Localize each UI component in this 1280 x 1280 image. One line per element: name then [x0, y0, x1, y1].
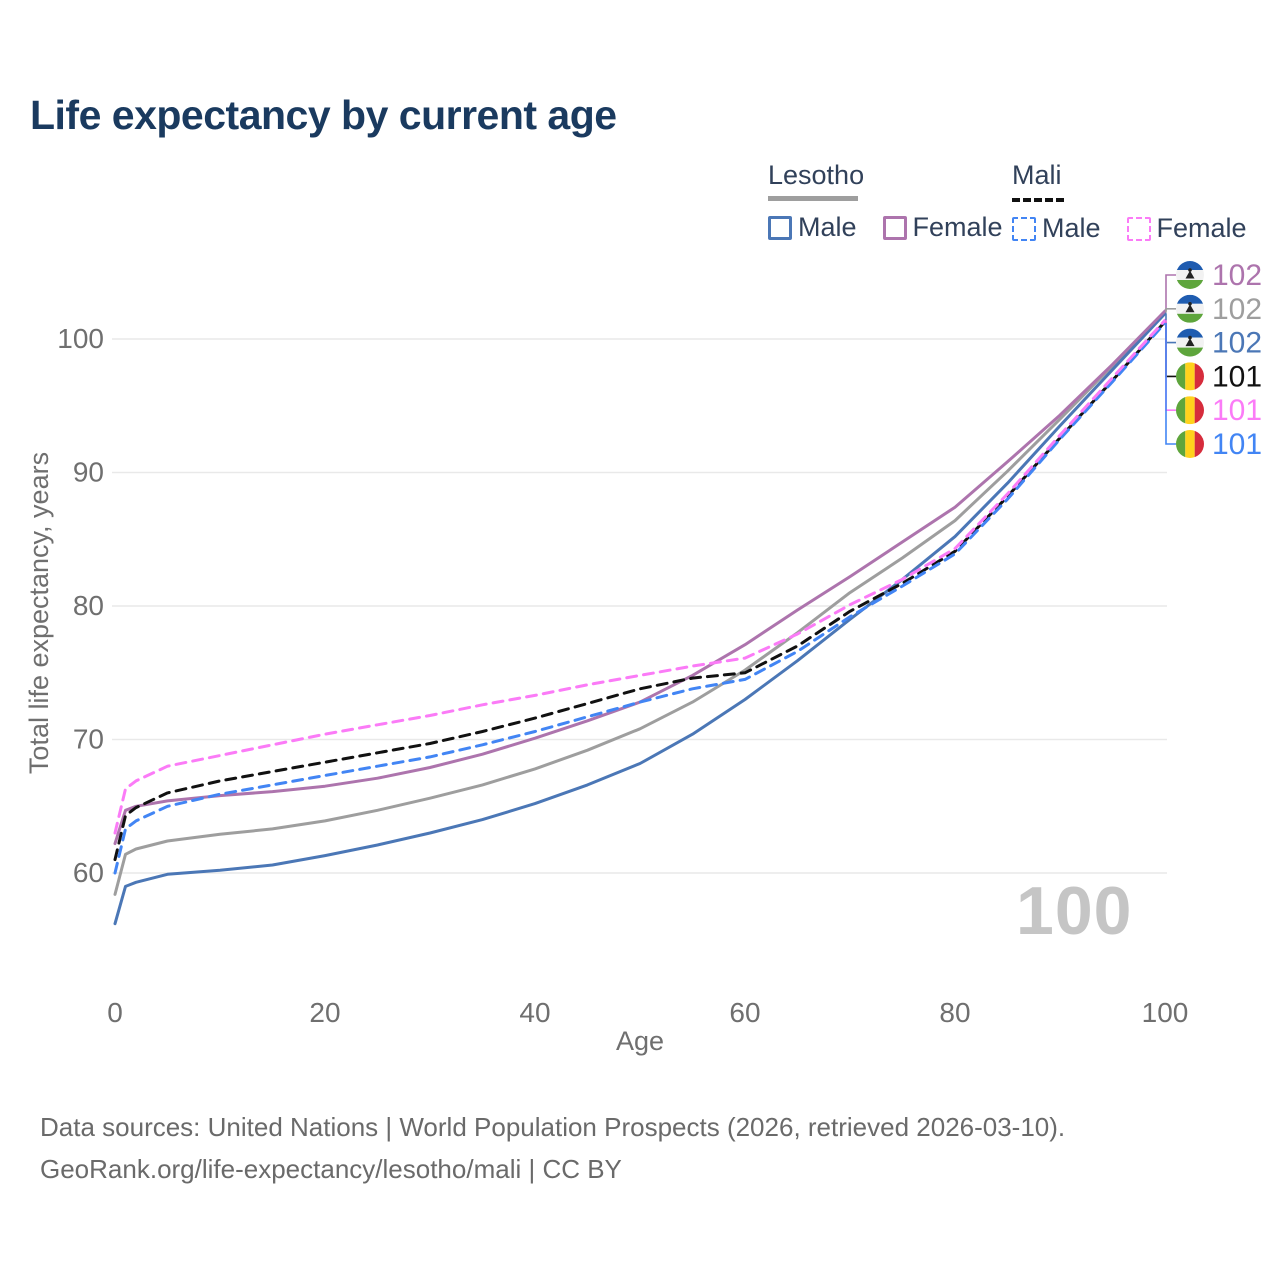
x-tick-60: 60	[729, 997, 760, 1028]
legend-label-lesotho-male: Male	[798, 212, 857, 242]
checkbox-lesotho-female[interactable]	[882, 215, 907, 240]
lesotho-flag-icon	[1176, 294, 1204, 323]
leader-line-mali-all	[1165, 321, 1176, 378]
x-axis-title: Age	[616, 1026, 664, 1056]
lesotho-flag-icon	[1176, 261, 1204, 289]
legend-group-lesotho-label: Lesotho	[768, 160, 865, 190]
end-value-label-lesotho-male: 102	[1212, 327, 1262, 360]
x-tick-100: 100	[1142, 997, 1189, 1028]
legend-item-lesotho-female[interactable]: Female	[882, 212, 1003, 243]
y-axis-title: Total life expectancy, years	[24, 452, 54, 774]
legend-label-mali-male: Male	[1042, 213, 1101, 243]
y-tick-60: 60	[73, 857, 104, 888]
legend-item-lesotho-male[interactable]: Male	[768, 212, 857, 243]
lesotho-flag-icon	[1176, 328, 1204, 357]
leader-line-lesotho-all	[1165, 308, 1176, 313]
series-line-lesotho-all[interactable]	[113, 310, 1167, 896]
line-chart[interactable]: 60 70 80 90 100 0 20 40 60 80 100 Age Total life exp…	[0, 240, 1280, 1070]
hovered-age-watermark: 100	[1016, 873, 1133, 949]
chart-title: Life expectancy by current age	[30, 92, 617, 138]
mali-flag-icon	[1176, 396, 1204, 425]
legend-group-mali: Mali Male Female	[1012, 160, 1247, 244]
series-line-mali-male[interactable]	[113, 321, 1167, 875]
source-url-line: GeoRank.org/life-expectancy/lesotho/mali…	[40, 1154, 622, 1184]
series-line-mali-all[interactable]	[113, 320, 1167, 862]
legend-item-mali-female[interactable]: Female	[1126, 213, 1247, 244]
end-value-label-lesotho-female: 102	[1212, 259, 1262, 292]
leader-line-mali-male	[1165, 323, 1176, 445]
series-line-mali-female[interactable]	[113, 318, 1167, 835]
end-value-label-mali-female: 101	[1212, 394, 1262, 427]
leader-line-lesotho-female	[1165, 274, 1176, 311]
series-line-lesotho-male[interactable]	[113, 312, 1167, 926]
y-tick-100: 100	[57, 323, 104, 354]
legend-lesotho-line-sample	[768, 196, 858, 201]
y-tick-70: 70	[73, 724, 104, 755]
series-lines[interactable]	[113, 309, 1167, 926]
leader-line-lesotho-male	[1165, 313, 1176, 344]
legend-group-mali-label: Mali	[1012, 160, 1062, 190]
x-tick-40: 40	[519, 997, 550, 1028]
footer: Data sources: United Nations | World Pop…	[40, 1106, 1065, 1190]
x-tick-80: 80	[939, 997, 970, 1028]
x-tick-20: 20	[309, 997, 340, 1028]
gridlines	[112, 338, 1167, 874]
checkbox-mali-female[interactable]	[1126, 216, 1151, 241]
end-value-label-lesotho-all: 102	[1212, 293, 1262, 326]
legend-mali-line-sample	[1012, 198, 1064, 202]
axis-labels: 60 70 80 90 100 0 20 40 60 80 100 Age Total life exp…	[24, 323, 1188, 1056]
data-sources-line: Data sources: United Nations | World Pop…	[40, 1112, 1066, 1142]
legend-label-lesotho-female: Female	[912, 212, 1003, 242]
mali-flag-icon	[1176, 430, 1204, 458]
checkbox-mali-male[interactable]	[1012, 216, 1036, 241]
y-tick-90: 90	[73, 457, 104, 488]
legend-item-mali-male[interactable]: Male	[1012, 213, 1101, 244]
legend-group-lesotho: Lesotho Male Female	[768, 160, 1003, 243]
x-tick-0: 0	[107, 997, 123, 1028]
checkbox-lesotho-male[interactable]	[768, 215, 792, 240]
leader-line-mali-female	[1165, 320, 1176, 411]
legend-label-mali-female: Female	[1156, 213, 1247, 243]
end-value-label-mali-all: 101	[1212, 360, 1262, 393]
end-value-label-mali-male: 101	[1212, 428, 1262, 461]
y-tick-80: 80	[73, 590, 104, 621]
mali-flag-icon	[1176, 362, 1204, 391]
